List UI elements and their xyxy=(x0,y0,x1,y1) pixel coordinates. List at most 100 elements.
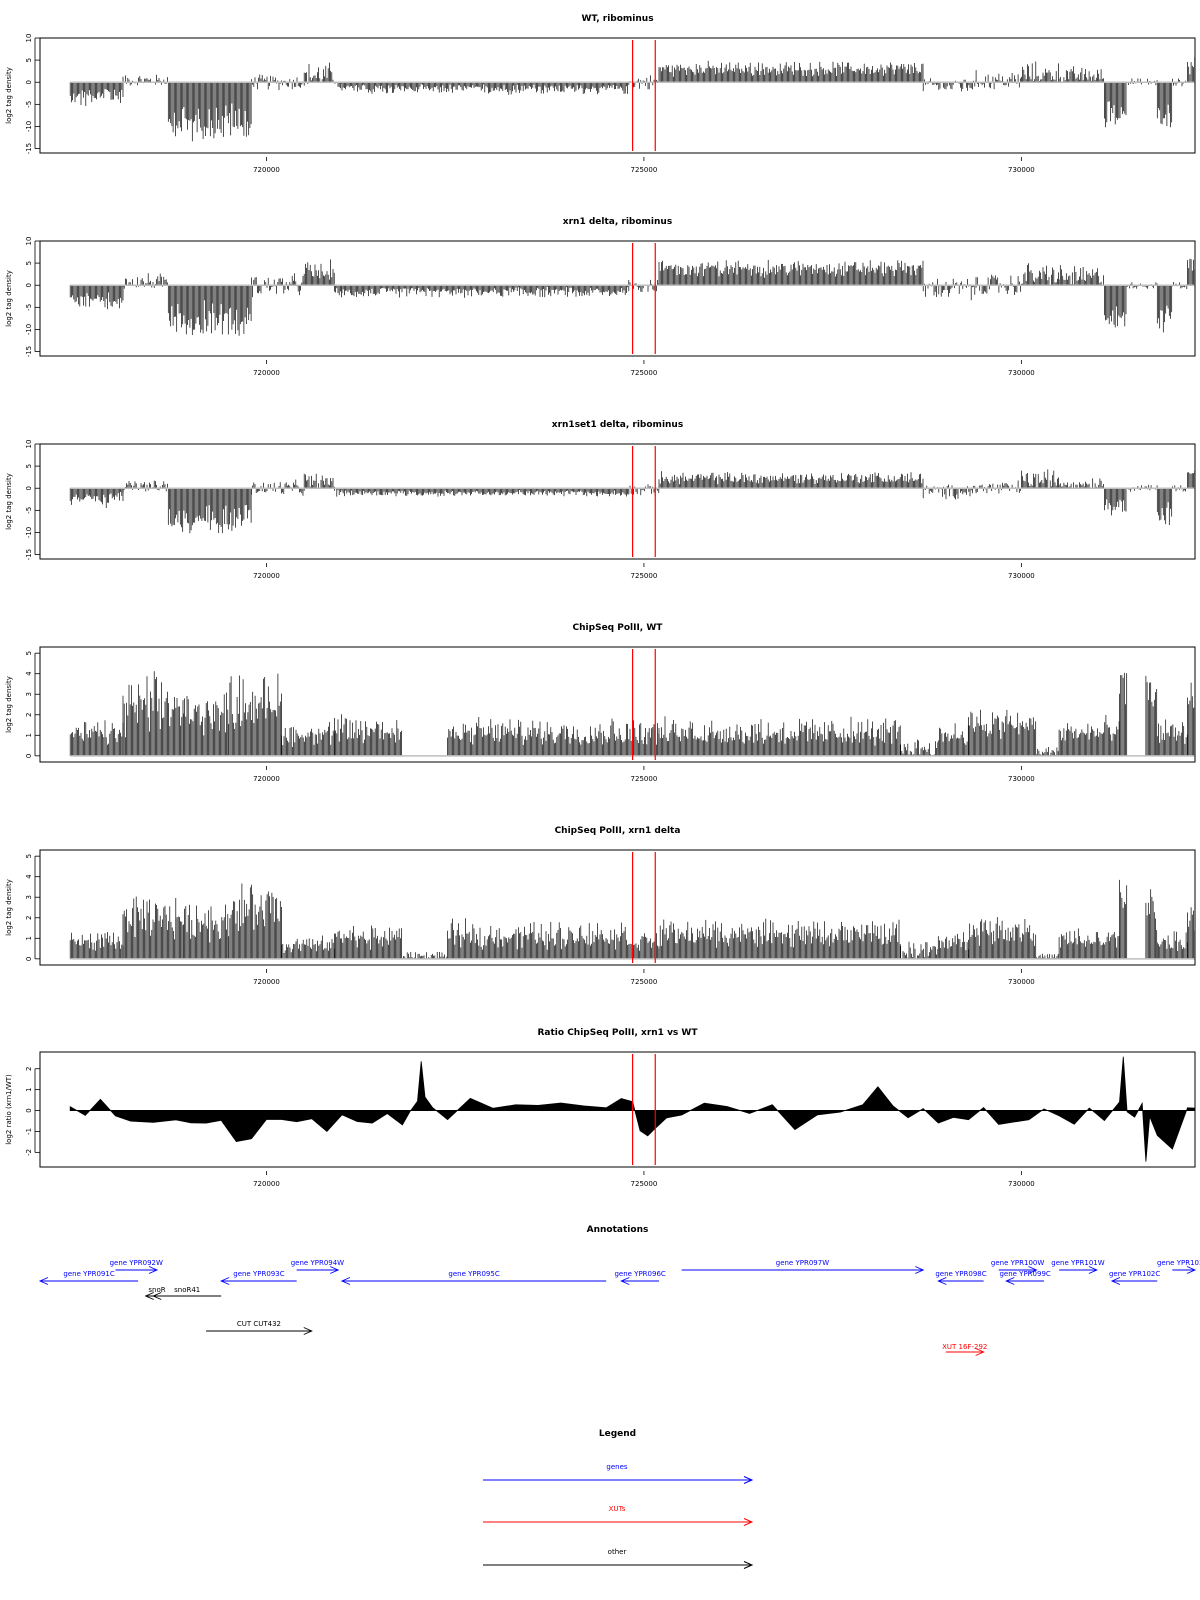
legend-item: XUTs xyxy=(483,1505,754,1526)
y-tick-label: -5 xyxy=(25,507,33,514)
arrow-icon xyxy=(144,1292,154,1300)
y-axis-label: log2 tag density xyxy=(5,270,13,327)
y-tick-label: -2 xyxy=(25,1149,33,1156)
panel-title: Ratio ChipSeq PolII, xrn1 vs WT xyxy=(538,1028,699,1038)
y-tick-label: -5 xyxy=(25,101,33,108)
annotation-feature: snoR41 xyxy=(152,1286,222,1300)
arrow-icon xyxy=(743,1561,754,1569)
legend-item: genes xyxy=(483,1463,754,1484)
x-tick-label: 725000 xyxy=(631,1180,658,1188)
arrow-icon xyxy=(220,1277,230,1285)
feature-label: gene YPR097W xyxy=(776,1259,829,1267)
feature-label: gene YPR103W xyxy=(1157,1259,1200,1267)
feature-label: gene YPR096C xyxy=(614,1270,665,1278)
x-tick-label: 725000 xyxy=(631,775,658,783)
arrow-icon xyxy=(340,1277,351,1285)
legend-label: genes xyxy=(606,1463,627,1471)
legend-item: other xyxy=(483,1548,754,1569)
y-tick-label: -10 xyxy=(25,121,33,132)
plot-frame xyxy=(39,240,1196,357)
y-axis-label: log2 tag density xyxy=(5,67,13,124)
panel-title: ChipSeq PolII, xrn1 delta xyxy=(555,826,681,836)
y-tick-label: 0 xyxy=(25,283,33,287)
feature-label: gene YPR099C xyxy=(999,1270,1050,1278)
feature-label: gene YPR092W xyxy=(110,1259,163,1267)
annotation-feature: gene YPR095C xyxy=(340,1270,607,1285)
legend-title: Legend xyxy=(599,1429,636,1439)
y-tick-label: 1 xyxy=(25,936,33,940)
y-tick-label: 0 xyxy=(25,486,33,490)
feature-label: gene YPR102C xyxy=(1109,1270,1160,1278)
x-tick-label: 720000 xyxy=(253,166,280,174)
arrow-icon xyxy=(915,1266,925,1274)
panel-title: ChipSeq PolII, WT xyxy=(573,623,664,633)
y-tick-label: 10 xyxy=(25,237,33,246)
annotation-feature: XUT 16F-292 xyxy=(942,1343,987,1356)
feature-label: gene YPR095C xyxy=(448,1270,499,1278)
arrow-icon xyxy=(38,1277,49,1285)
arrow-icon xyxy=(937,1277,947,1285)
y-tick-label: 1 xyxy=(25,733,33,737)
plot-frame xyxy=(39,849,1196,966)
y-tick-label: 2 xyxy=(25,916,33,920)
annotation-feature: gene YPR093C xyxy=(220,1270,297,1285)
legend: Legend genes XUTs other xyxy=(483,1429,754,1569)
annotation-feature: gene YPR092W xyxy=(110,1259,163,1274)
y-tick-label: -10 xyxy=(25,324,33,335)
legend-label: XUTs xyxy=(609,1505,626,1513)
arrow-icon xyxy=(1088,1266,1098,1274)
y-tick-label: 2 xyxy=(25,713,33,717)
y-tick-label: -15 xyxy=(25,143,33,154)
plot-frame xyxy=(39,1051,1196,1168)
chart-panel-5: ChipSeq PolII, xrn1 delta log2 tag densit… xyxy=(5,826,1196,986)
arrow-icon xyxy=(1028,1266,1038,1274)
feature-label: gene YPR100W xyxy=(991,1259,1044,1267)
density-bars xyxy=(69,671,1196,756)
y-tick-label: 2 xyxy=(25,1066,33,1070)
feature-label: snoR41 xyxy=(174,1286,200,1294)
panel-title: xrn1 delta, ribominus xyxy=(563,217,672,227)
y-tick-label: -10 xyxy=(25,527,33,538)
density-bars xyxy=(69,469,1196,534)
y-tick-label: 10 xyxy=(25,440,33,449)
x-tick-label: 725000 xyxy=(631,572,658,580)
y-tick-label: 5 xyxy=(25,651,33,655)
arrow-icon xyxy=(303,1327,313,1335)
annotations-track: Annotations gene YPR091C gene YPR092W gene … xyxy=(38,1225,1200,1356)
annotation-feature: gene YPR097W xyxy=(681,1259,925,1274)
annotation-feature: gene YPR099C xyxy=(999,1270,1051,1285)
panel-title: xrn1set1 delta, ribominus xyxy=(552,420,683,430)
density-bars xyxy=(69,879,1196,959)
arrow-icon xyxy=(330,1266,340,1274)
y-tick-label: -5 xyxy=(25,304,33,311)
y-tick-label: -15 xyxy=(25,549,33,560)
arrow-icon xyxy=(743,1476,754,1484)
arrow-icon xyxy=(975,1348,985,1356)
annotation-feature: gene YPR096C xyxy=(614,1270,666,1285)
x-tick-label: 725000 xyxy=(631,978,658,986)
y-tick-label: -1 xyxy=(25,1128,33,1135)
arrow-icon xyxy=(1110,1277,1121,1285)
y-tick-label: 5 xyxy=(25,261,33,265)
annotation-feature: gene YPR091C xyxy=(38,1270,139,1285)
x-tick-label: 730000 xyxy=(1008,978,1035,986)
x-tick-label: 720000 xyxy=(253,978,280,986)
chart-panel-3: xrn1set1 delta, ribominus log2 tag densit… xyxy=(5,420,1196,580)
y-tick-label: 3 xyxy=(25,895,33,899)
feature-label: gene YPR093C xyxy=(233,1270,284,1278)
x-tick-label: 730000 xyxy=(1008,1180,1035,1188)
y-tick-label: 4 xyxy=(25,671,33,676)
y-tick-label: 0 xyxy=(25,1108,33,1112)
plot-frame xyxy=(39,443,1196,560)
feature-label: gene YPR098C xyxy=(935,1270,986,1278)
y-tick-label: 0 xyxy=(25,957,33,961)
annotation-feature: gene YPR101W xyxy=(1051,1259,1105,1274)
chart-panel-4: ChipSeq PolII, WT log2 tag density 5 4 3 2 1 0 7… xyxy=(5,623,1196,783)
y-tick-label: 1 xyxy=(25,1087,33,1091)
y-tick-label: 0 xyxy=(25,754,33,758)
x-tick-label: 730000 xyxy=(1008,369,1035,377)
y-tick-label: 0 xyxy=(25,80,33,84)
annotation-feature: gene YPR098C xyxy=(935,1270,987,1285)
density-bars xyxy=(69,57,1196,142)
